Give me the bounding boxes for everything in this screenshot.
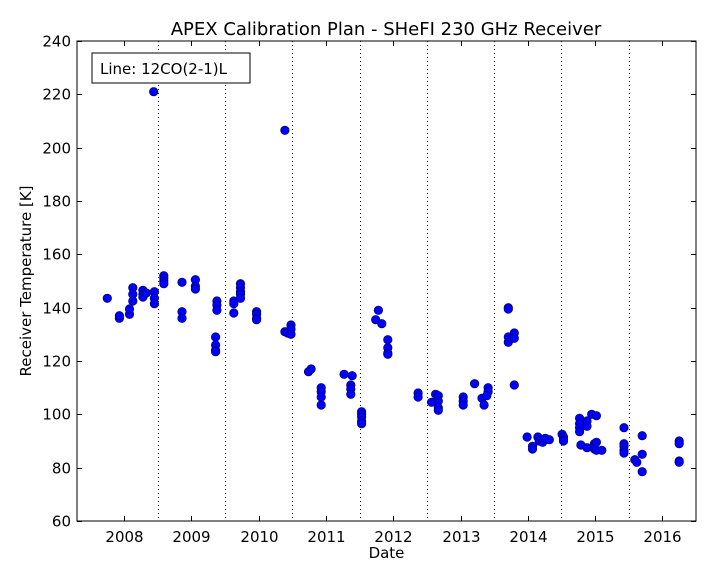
data-point: [591, 437, 602, 447]
data-point: [558, 436, 569, 446]
chart-title: APEX Calibration Plan - SHeFI 230 GHz Re…: [171, 19, 602, 40]
data-point: [482, 391, 492, 401]
data-point: [674, 457, 684, 467]
annotation-frame: [91, 52, 251, 84]
data-point: [339, 369, 349, 379]
data-point: [211, 332, 221, 342]
data-point: [235, 293, 246, 303]
y-tick-label: 80: [52, 460, 71, 478]
data-point: [346, 389, 356, 399]
data-point: [212, 305, 222, 315]
data-point: [458, 400, 468, 410]
data-point: [383, 335, 393, 345]
data-point: [619, 423, 629, 433]
y-axis-label: Receiver Temperature [K]: [17, 186, 35, 377]
data-point: [637, 449, 647, 459]
data-point: [141, 288, 151, 298]
data-point: [413, 392, 423, 402]
data-point: [347, 371, 357, 381]
data-point: [503, 304, 513, 314]
data-point: [177, 277, 187, 287]
plot-area: [102, 41, 684, 521]
data-point: [149, 299, 159, 309]
x-tick-label: 2016: [643, 528, 681, 546]
y-tick-label: 160: [42, 246, 71, 264]
data-point: [597, 445, 607, 455]
data-point: [252, 315, 262, 325]
data-point: [124, 304, 135, 314]
axis-ticks: 2008 2009 2010 2011 2012 2013 2014 2015 2016 60 80…: [42, 33, 696, 546]
x-tick-label: 2013: [442, 528, 480, 546]
data-point: [383, 349, 393, 359]
data-point: [377, 319, 387, 329]
x-tick-label: 2012: [374, 528, 412, 546]
data-point: [373, 305, 383, 315]
data-point: [356, 419, 367, 429]
data-point: [582, 421, 592, 431]
data-point: [509, 380, 519, 390]
data-point: [190, 284, 200, 294]
data-point: [509, 333, 519, 343]
annotation-text: Line: 12CO(2-1)L: [100, 60, 228, 78]
data-point: [527, 444, 538, 454]
line-annotation-box: Line: 12CO(2-1)L: [91, 52, 251, 84]
y-tick-label: 140: [42, 300, 71, 318]
data-point: [479, 400, 489, 410]
data-point: [544, 435, 554, 445]
data-point: [574, 427, 585, 437]
x-tick-label: 2015: [576, 528, 614, 546]
data-point: [316, 400, 326, 410]
x-tick-label: 2009: [172, 528, 210, 546]
data-point: [177, 313, 187, 323]
data-point: [637, 467, 647, 477]
plot-frame: [76, 40, 697, 522]
x-axis-label: Date: [369, 544, 405, 562]
data-point: [522, 432, 532, 442]
y-tick-label: 240: [42, 33, 71, 51]
data-point: [211, 347, 221, 357]
data-point: [159, 279, 169, 289]
data-point: [128, 296, 138, 306]
data-point: [280, 125, 290, 135]
data-point: [149, 87, 159, 97]
data-point: [632, 457, 642, 467]
y-tick-label: 180: [42, 193, 71, 211]
data-point: [469, 379, 480, 389]
data-point: [637, 431, 647, 441]
data-point: [619, 448, 629, 458]
x-tick-label: 2014: [509, 528, 547, 546]
data-point: [102, 293, 112, 303]
y-tick-label: 200: [42, 140, 71, 158]
data-point: [316, 392, 326, 402]
y-tick-label: 220: [42, 86, 71, 104]
y-tick-label: 120: [42, 353, 71, 371]
y-tick-label: 60: [52, 513, 71, 531]
data-point: [229, 299, 239, 309]
data-point: [591, 411, 602, 421]
y-tick-label: 100: [42, 406, 71, 424]
data-point: [229, 308, 239, 318]
data-point: [286, 329, 296, 339]
data-point: [306, 364, 316, 374]
data-point: [114, 311, 125, 321]
x-tick-label: 2010: [240, 528, 278, 546]
data-point: [433, 405, 443, 415]
x-tick-label: 2008: [105, 528, 143, 546]
data-point: [674, 439, 684, 449]
x-tick-label: 2011: [307, 528, 345, 546]
